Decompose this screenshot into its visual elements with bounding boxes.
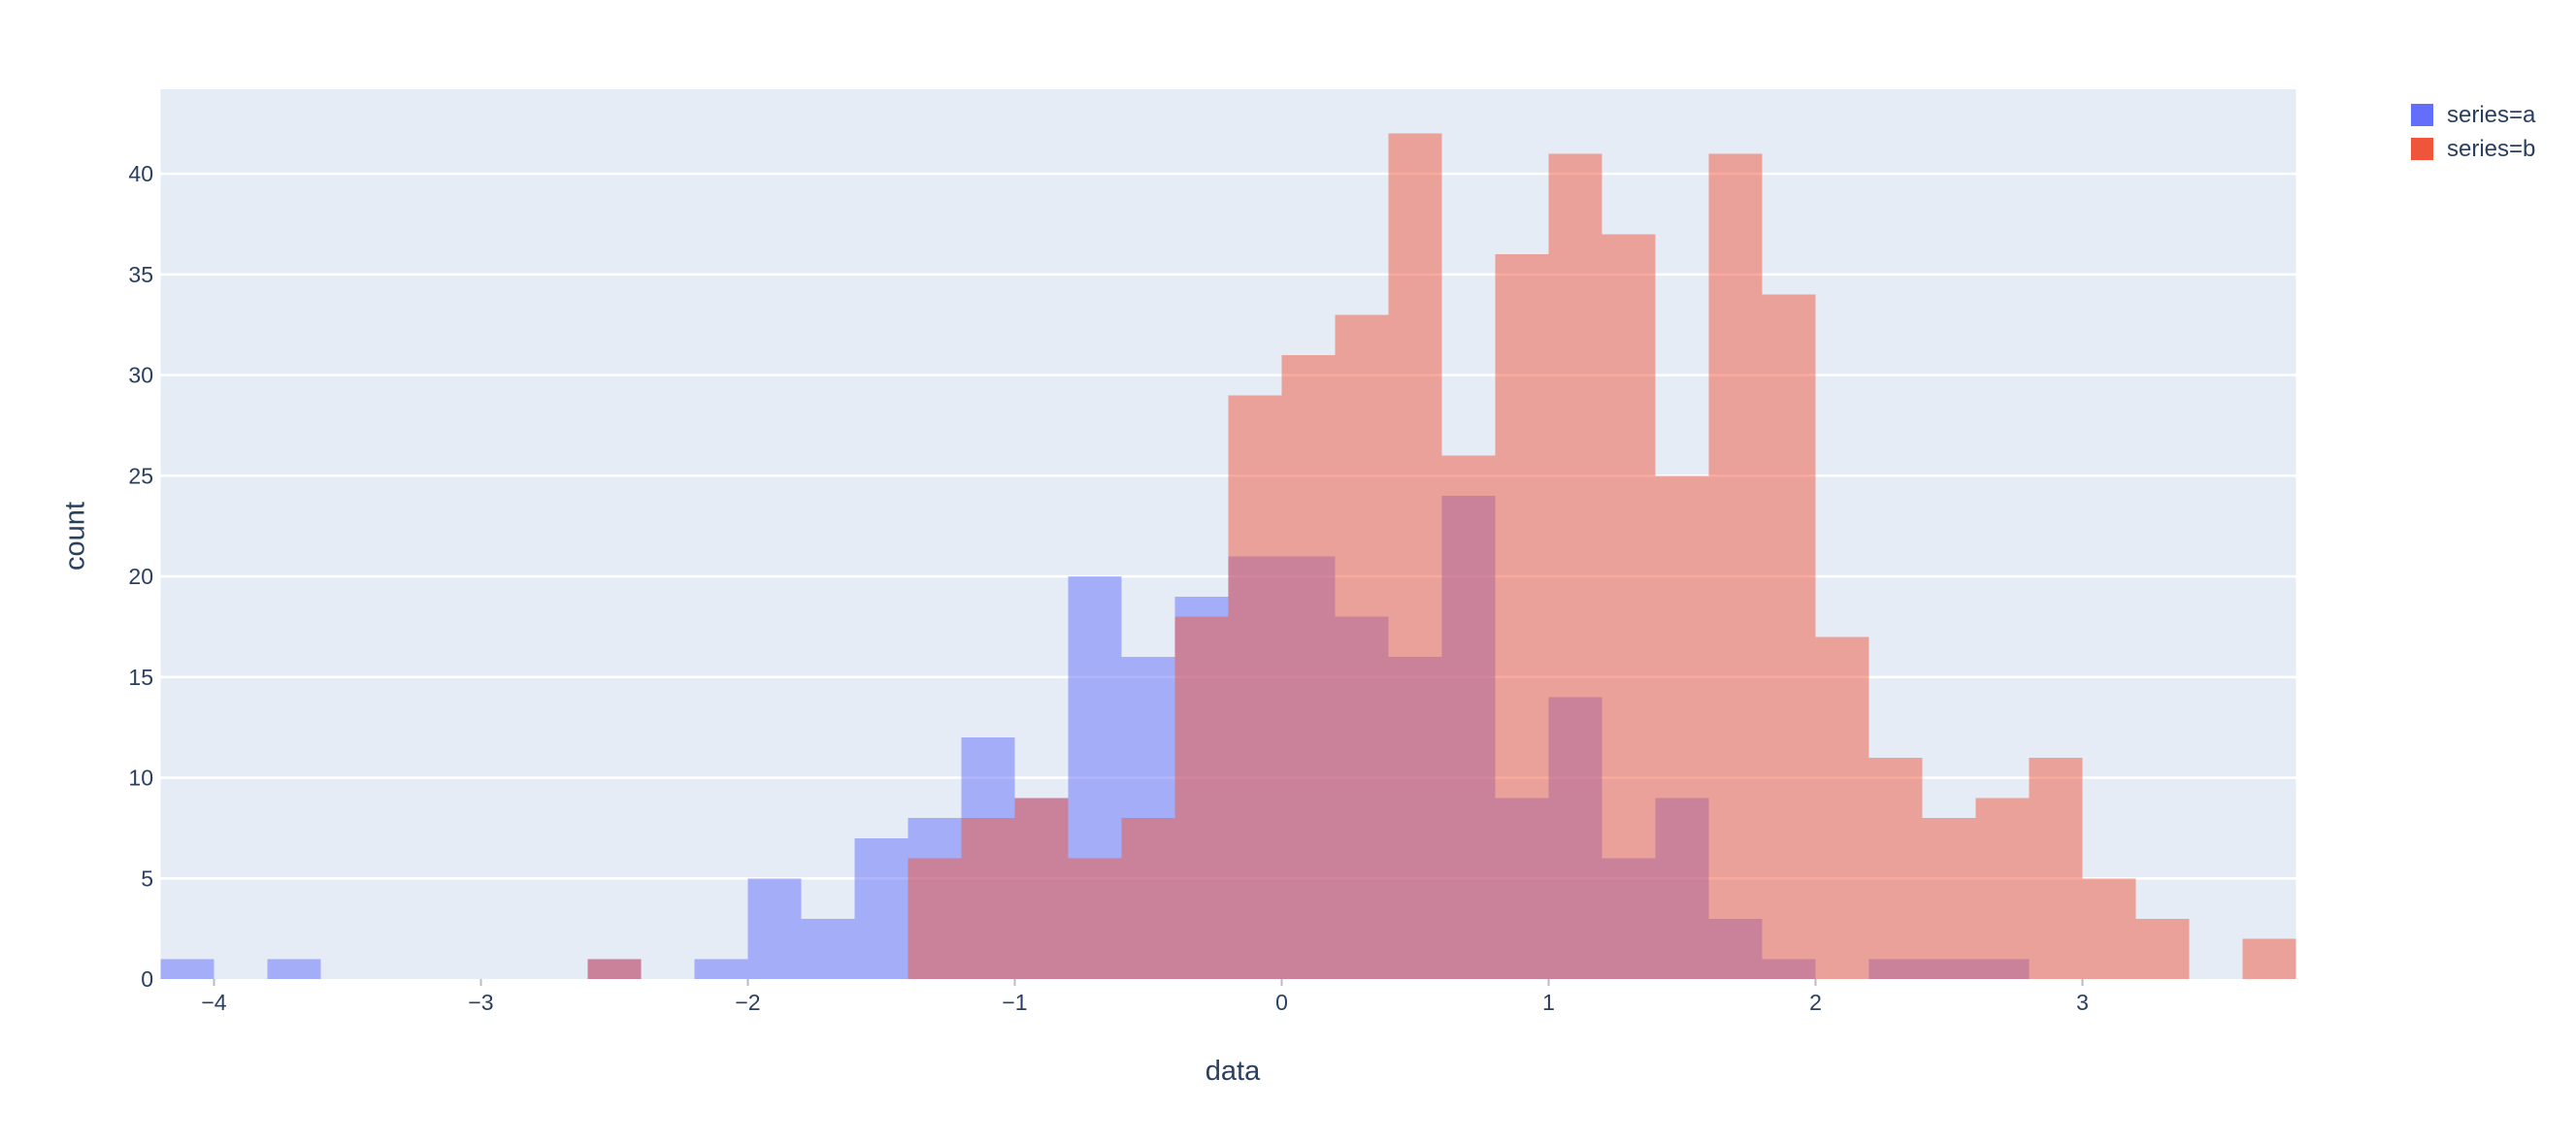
y-tick-label-30: 30 (128, 363, 153, 388)
y-tick-label-5: 5 (141, 865, 153, 891)
x-axis-title: data (1205, 1056, 1261, 1087)
x-tick-label-0: 0 (1275, 990, 1288, 1015)
legend-label-series-a: series=a (2447, 102, 2536, 128)
x-tick-label-1: 1 (1542, 990, 1555, 1015)
y-tick-label-35: 35 (128, 262, 153, 287)
x-tick-label-2: 2 (1809, 990, 1822, 1015)
y-tick-label-25: 25 (128, 463, 153, 488)
x-tick-label--2: −2 (735, 990, 760, 1015)
legend-item-series-a[interactable]: series=a (2411, 102, 2536, 128)
legend: series=a series=b (2411, 104, 2535, 172)
x-tick-label--3: −3 (468, 990, 493, 1015)
series-a-swatch-icon (2411, 104, 2433, 126)
legend-label-series-b: series=b (2447, 136, 2536, 162)
x-tick-label--4: −4 (201, 990, 226, 1015)
legend-item-series-b[interactable]: series=b (2411, 136, 2536, 162)
y-tick-label-10: 10 (128, 766, 153, 791)
series-b-bars (160, 133, 2296, 980)
y-tick-label-40: 40 (128, 161, 153, 186)
y-tick-label-0: 0 (141, 966, 153, 992)
y-tick-label-20: 20 (128, 564, 153, 589)
x-tick-label--1: −1 (1002, 990, 1027, 1015)
x-tick-label-3: 3 (2076, 990, 2089, 1015)
y-tick-label-15: 15 (128, 665, 153, 690)
series-b-swatch-icon (2411, 138, 2433, 160)
y-axis-title: count (59, 502, 91, 571)
